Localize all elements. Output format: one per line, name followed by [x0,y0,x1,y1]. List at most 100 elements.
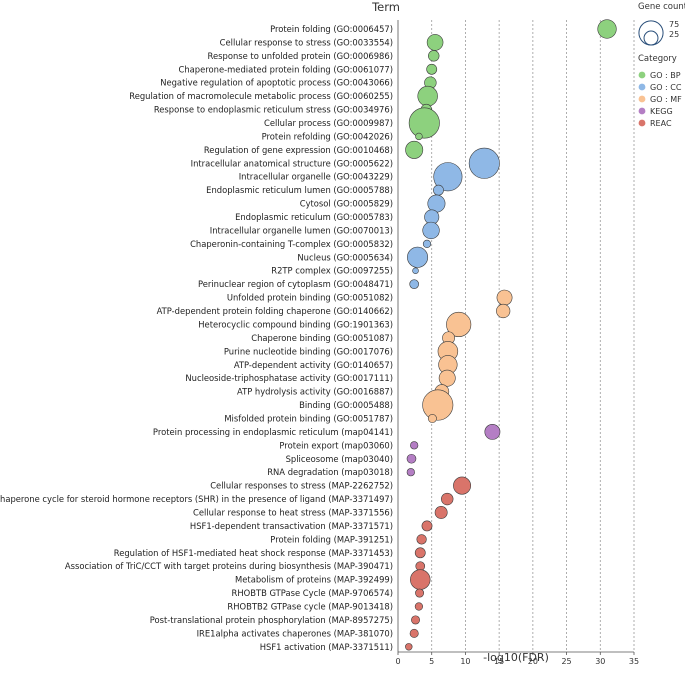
data-point [428,50,440,62]
category-legend-label: GO : BP [650,71,681,80]
term-label: Cellular response to heat stress (MAP-33… [193,507,393,517]
data-point [433,184,444,196]
term-label: Intracellular organelle lumen (GO:007001… [210,225,393,235]
term-label: ATP-dependent activity (GO:0140657) [234,360,393,370]
term-label: Nucleus (GO:0005634) [297,252,393,262]
data-point [434,506,448,519]
term-label: HSP90 chaperone cycle for steroid hormon… [0,494,393,504]
x-tick-label: 0 [395,657,400,666]
term-label: Chaperone-mediated protein folding (GO:0… [179,64,393,74]
term-label: RNA degradation (map03018) [267,467,393,477]
data-point [422,389,454,421]
x-tick-label: 5 [429,657,434,666]
term-label: Regulation of gene expression (GO:001046… [204,145,393,155]
term-label: Unfolded protein binding (GO:0051082) [227,293,393,303]
data-points [405,19,617,651]
category-legend-label: GO : MF [650,95,682,104]
term-labels: Protein folding (GO:0006457) Cellular res… [0,24,393,652]
data-point [405,643,413,651]
term-label: Cellular response to stress (GO:0033554) [220,37,393,47]
term-label: Protein folding (MAP-391251) [270,534,393,544]
x-tick-label: 25 [561,657,571,666]
data-point [409,279,419,289]
term-label: Chaperonin-containing T-complex (GO:0005… [190,239,393,249]
category-legend-label: REAC [650,119,672,128]
term-label: IRE1alpha activates chaperones (MAP-3810… [197,628,393,638]
term-label: Misfolded protein binding (GO:0051787) [224,413,393,423]
term-label: Endoplasmic reticulum lumen (GO:0005788) [206,185,393,195]
data-point [407,246,429,268]
x-tick-label: 35 [629,657,639,666]
size-legend-value: 75 [669,20,679,29]
term-label: Response to endoplasmic reticulum stress… [154,105,393,115]
data-point [427,414,437,423]
category-legend-swatch [638,83,646,91]
data-point [422,221,440,240]
chart-title: Term [371,0,400,14]
term-label: Spliceosome (map03040) [286,454,393,464]
term-label: Perinuclear region of cytoplasm (GO:0048… [198,279,393,289]
vertical-gridlines [431,20,635,652]
term-label: Chaperone binding (GO:0051087) [251,333,393,343]
x-tick-label: 20 [528,657,538,666]
category-legend-swatch [638,95,646,103]
x-tick-label: 10 [460,657,470,666]
data-point [414,602,424,611]
category-legend-label: KEGG [650,107,673,116]
term-label: Response to unfolded protein (GO:0006986… [208,51,393,61]
data-point [411,615,420,625]
term-label: Post-translational protein phosphorylati… [150,615,393,625]
data-point [417,85,438,107]
data-point [415,561,426,571]
size-legend-circle [643,30,659,46]
term-label: Nucleoside-triphosphatase activity (GO:0… [185,373,393,383]
data-point [408,107,440,139]
term-label: Intracellular organelle (GO:0043229) [239,172,393,182]
term-label: Negative regulation of apoptotic process… [160,78,393,88]
data-point [453,476,472,495]
term-label: HSF1-dependent transactivation (MAP-3371… [190,521,393,531]
data-point [468,147,500,179]
data-point [484,423,501,440]
term-label: RHOBTB2 GTPase cycle (MAP-9013418) [227,601,393,611]
category-legend-swatch [638,119,646,127]
term-label: Protein export (map03060) [279,440,393,450]
category-legend-label: GO : CC [650,83,682,92]
term-label: RHOBTB GTPase Cycle (MAP-9706574) [232,588,394,598]
term-label: Binding (GO:0005488) [299,400,393,410]
x-tick-label: 15 [494,657,504,666]
size-legend-circle [638,20,664,46]
term-label: Cellular responses to stress (MAP-226275… [210,481,393,491]
data-point [421,520,433,532]
data-point [422,239,432,248]
data-point [406,468,415,477]
term-label: R2TP complex (GO:0097255) [271,266,393,276]
term-label: Regulation of macromolecule metabolic pr… [129,91,393,101]
term-label: Endoplasmic reticulum (GO:0005783) [235,212,393,222]
data-point [415,132,423,141]
term-label: Protein folding (GO:0006457) [270,24,393,34]
term-label: Heterocyclic compound binding (GO:190136… [198,319,393,329]
data-point [426,63,438,75]
data-point [406,453,417,464]
term-label: Association of TriC/CCT with target prot… [65,561,393,571]
term-label: ATP hydrolysis activity (GO:0016887) [237,387,393,397]
x-tick-label: 30 [595,657,605,666]
size-legend-value: 25 [669,30,679,39]
data-point [415,588,425,598]
category-legend-swatch [638,71,646,79]
x-axis: 0 5 10 15 20 25 30 35 [395,20,639,666]
term-label: Metabolism of proteins (MAP-392499) [235,575,393,585]
data-point [409,628,419,638]
term-label: Cytosol (GO:0005829) [300,199,393,209]
term-label: Intracellular anatomical structure (GO:0… [191,158,393,168]
data-point [496,289,513,306]
data-point [405,140,424,159]
category-legend-swatch [638,107,646,115]
term-label: Protein refolding (GO:0042026) [262,131,393,141]
size-legend-title: Gene count [638,2,685,12]
data-point [433,162,463,192]
data-point [410,441,419,450]
